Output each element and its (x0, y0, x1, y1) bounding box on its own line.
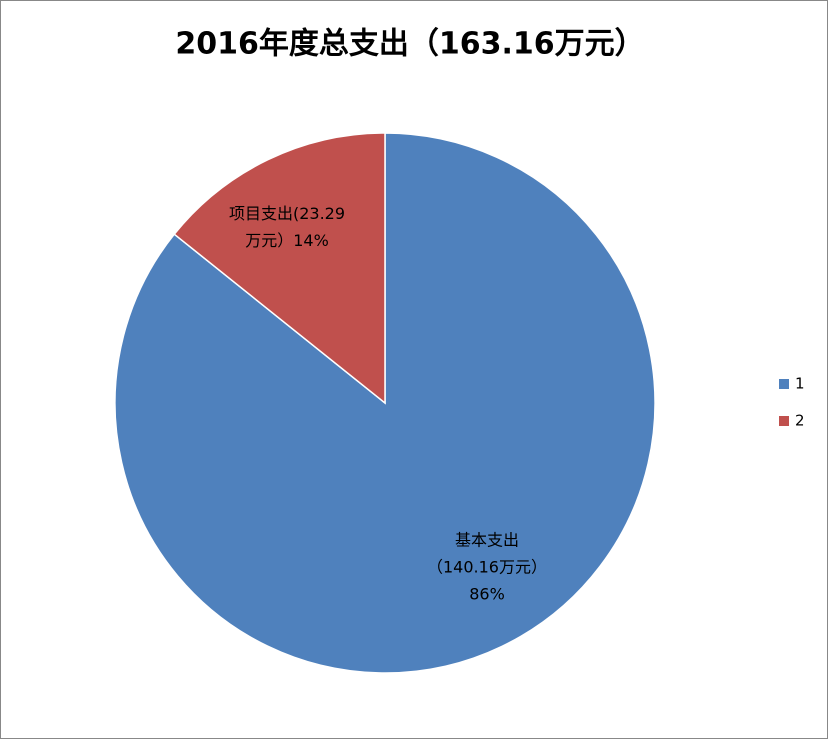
data-label: （140.16万元） (427, 558, 547, 577)
legend-label: 1 (795, 375, 805, 393)
chart-title: 2016年度总支出（163.16万元） (175, 27, 644, 62)
legend-label: 2 (795, 412, 805, 430)
data-label: 万元）14% (245, 231, 329, 250)
legend-swatch (779, 416, 789, 426)
data-label: 项目支出(23.29 (229, 204, 345, 223)
data-label: 基本支出 (455, 531, 519, 550)
pie-slice (173, 132, 386, 405)
data-label: 86% (469, 585, 505, 604)
legend-swatch (779, 379, 789, 389)
